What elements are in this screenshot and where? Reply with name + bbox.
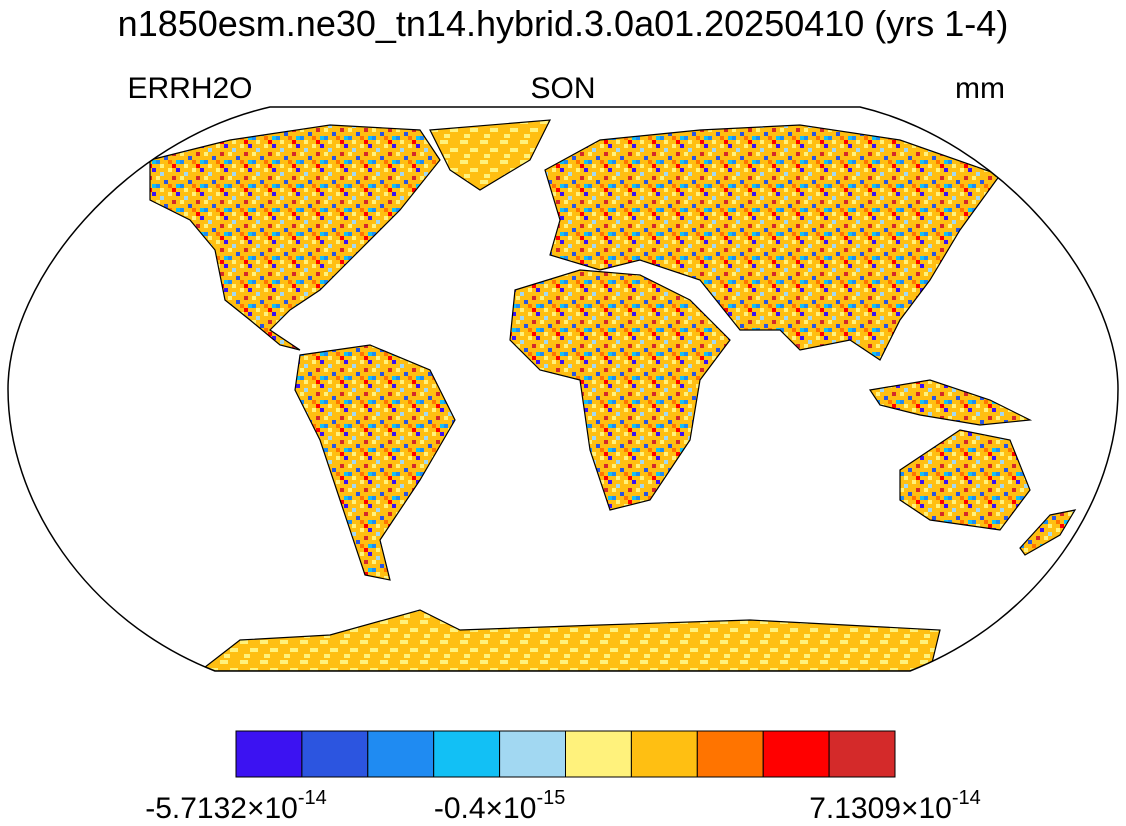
colorbar-box: [499, 730, 567, 778]
colorbar-box: [828, 730, 896, 778]
colorbar-box: [565, 730, 632, 778]
colorbar-box: [696, 730, 764, 778]
colorbar-box: [762, 730, 830, 778]
variable-label: ERRH2O: [127, 72, 252, 105]
label-exponent: -14: [952, 787, 981, 809]
south-america: [294, 344, 456, 581]
units-label: mm: [955, 72, 1005, 105]
label-exponent: -14: [298, 787, 327, 809]
africa: [509, 269, 731, 511]
colorbar-label: -5.7132×10-14: [145, 787, 327, 825]
australia: [899, 429, 1031, 531]
antarctica: [198, 609, 941, 671]
label-exponent: -15: [536, 787, 565, 809]
season-label: SON: [530, 72, 595, 105]
maritime-asia: [868, 379, 1033, 426]
eurasia: [544, 124, 1001, 361]
globe-outline: [7, 106, 1119, 672]
colorbar-label: -0.4×10-15: [434, 787, 565, 825]
colorbar-box: [433, 730, 501, 778]
colorbar-box: [301, 730, 369, 778]
north-america: [149, 124, 441, 351]
new-zealand: [1019, 509, 1077, 556]
colorbar-box: [235, 730, 303, 778]
greenland: [429, 119, 552, 191]
colorbar-label: 7.1309×10-14: [809, 787, 981, 825]
colorbar-box: [630, 730, 698, 778]
label-mantissa: -5.7132×10: [145, 792, 298, 825]
label-mantissa: -0.4×10: [434, 792, 537, 825]
title: n1850esm.ne30_tn14.hybrid.3.0a01.2025041…: [118, 3, 1009, 44]
colorbar-box: [367, 730, 435, 778]
land: [149, 119, 1077, 671]
colorbar: -5.7132×10-14 -0.4×10-15 7.1309×10-14: [145, 730, 981, 825]
label-mantissa: 7.1309×10: [809, 792, 952, 825]
